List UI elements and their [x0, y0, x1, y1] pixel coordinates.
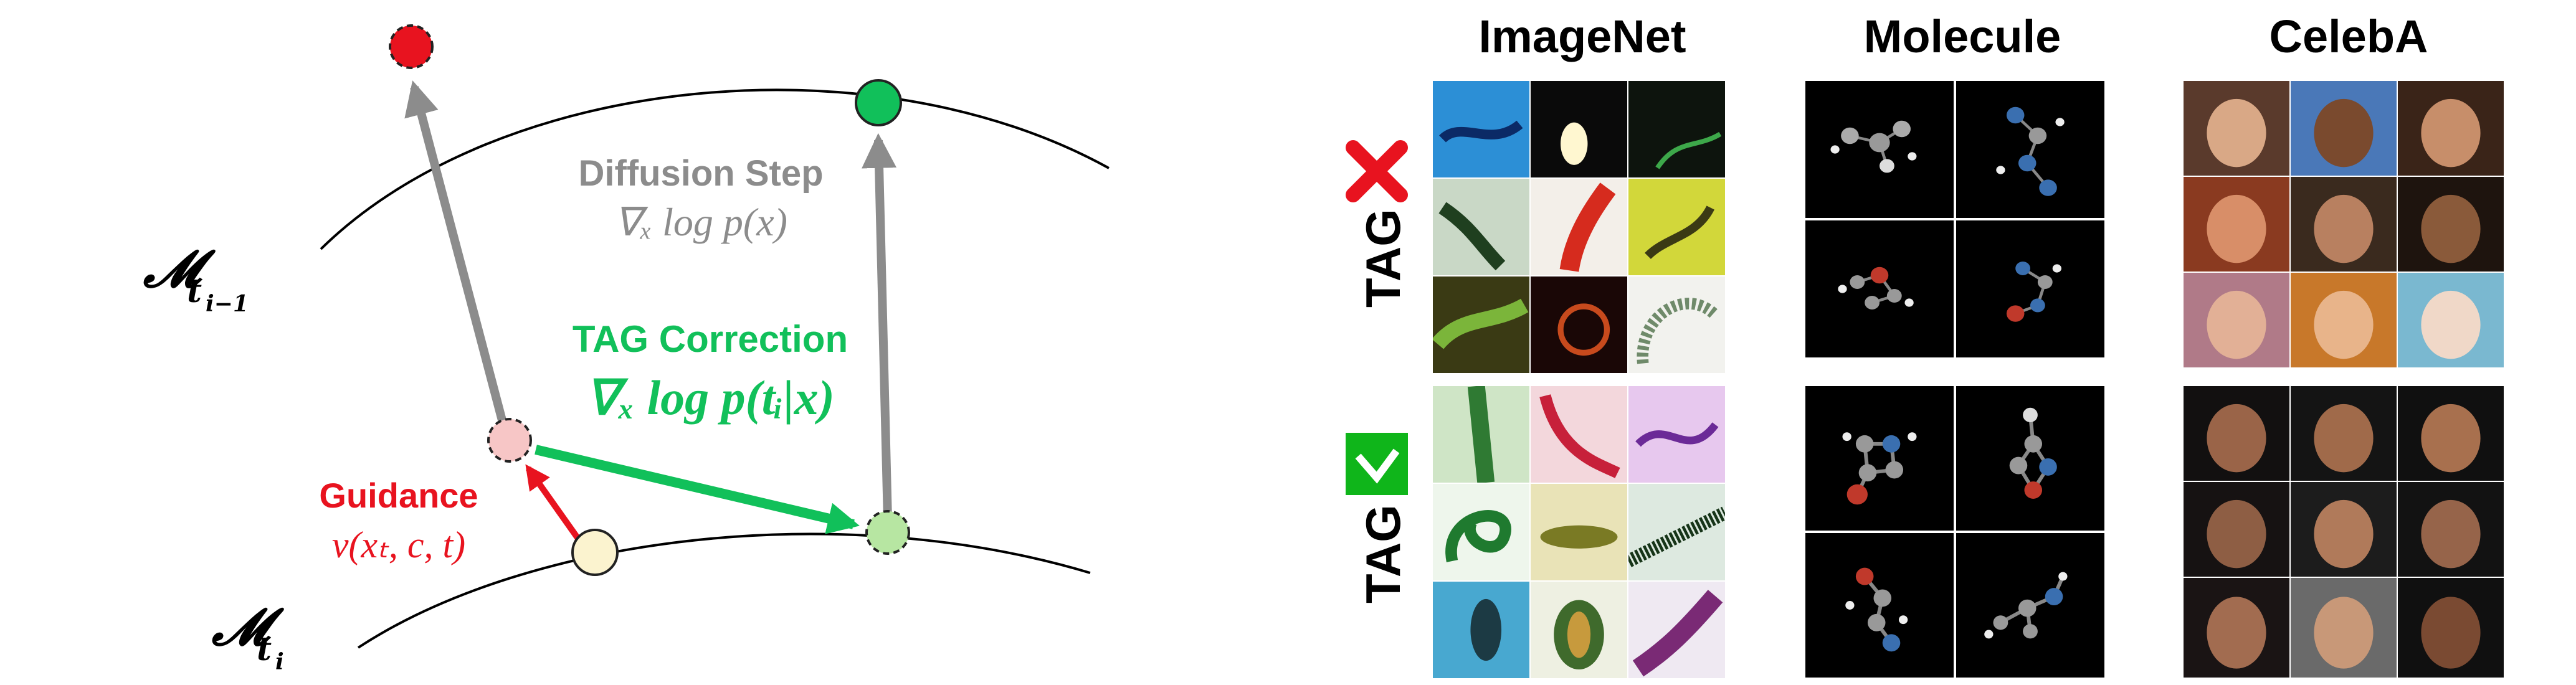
svg-text:i−1: i−1: [206, 291, 249, 317]
celeba-baseline-tile: [2291, 273, 2397, 367]
celeba-tag-tile: [2398, 578, 2504, 678]
celeba-tag-tile: [2291, 482, 2397, 577]
manifold-lower-curve: [357, 532, 1091, 649]
svg-text:𝓜: 𝓜: [211, 597, 285, 657]
tag-correction-formula: ∇ₓ log p(tᵢ|x): [586, 371, 834, 425]
diffusion-step-formula: ∇ₓ log p(x): [614, 200, 787, 244]
column-title-molecule: Molecule: [1863, 11, 2061, 62]
celeba-tag-tile: [2398, 482, 2504, 577]
green-node: [855, 79, 902, 126]
imagenet-baseline-tile: [1628, 81, 1725, 177]
celeba-baseline-tile: [2291, 177, 2397, 272]
yellow-node: [571, 529, 619, 576]
pink-node: [487, 418, 532, 463]
column-title-celeba: CelebA: [2269, 11, 2428, 62]
imagenet-tag-tile: [1433, 386, 1529, 483]
molecule-baseline-tile: [1805, 81, 1954, 218]
diffusion-arrow-right: [862, 133, 897, 521]
molecule-baseline-tile: [1956, 220, 2104, 357]
svg-text:t: t: [257, 630, 272, 668]
imagenet-baseline-tile: [1531, 81, 1627, 177]
imagenet-baseline-tile: [1433, 276, 1529, 373]
celeba-tag-tile: [2291, 386, 2397, 481]
imagenet-baseline-tile: [1628, 276, 1725, 373]
celeba-baseline-tile: [2398, 273, 2504, 367]
celeba-tag-tile: [2184, 386, 2289, 481]
imagenet-baseline-tile: [1433, 179, 1529, 275]
sample-grid-panel: ImageNet Molecule CelebA TAG TAG: [1296, 0, 2576, 685]
row-label-tag: TAG: [1356, 504, 1410, 603]
svg-text:i: i: [275, 649, 284, 675]
imagenet-baseline-tile: [1433, 81, 1529, 177]
check-icon: [1346, 433, 1408, 495]
molecule-baseline-tile: [1956, 81, 2104, 218]
celeba-tag-tile: [2184, 578, 2289, 678]
imagenet-tag-tile: [1628, 582, 1725, 678]
imagenet-tag-tile: [1531, 484, 1627, 580]
molecule-tag-tile: [1956, 533, 2104, 678]
svg-text:t: t: [187, 272, 202, 310]
lightgreen-node: [865, 510, 910, 555]
manifold-lower-label: 𝓜 t i: [211, 597, 285, 675]
imagenet-tag-tile: [1531, 582, 1627, 678]
diffusion-step-title: Diffusion Step: [578, 153, 823, 194]
imagenet-baseline-tile: [1628, 179, 1725, 275]
manifold-diagram: Diffusion Step ∇ₓ log p(x) TAG Correctio…: [143, 24, 1110, 675]
manifold-upper-curve: [320, 88, 1110, 250]
tag-correction-title: TAG Correction: [573, 318, 848, 360]
guidance-title: Guidance: [319, 476, 478, 515]
imagenet-baseline-tile: [1531, 276, 1627, 373]
imagenet-tag-tile: [1531, 386, 1627, 483]
celeba-baseline-tile: [2398, 81, 2504, 176]
imagenet-tag-tile: [1433, 484, 1529, 580]
row-label-baseline: TAG: [1356, 209, 1410, 308]
diffusion-arrow-left: [404, 80, 509, 431]
imagenet-baseline-tile: [1531, 179, 1627, 275]
column-title-imagenet: ImageNet: [1478, 11, 1686, 62]
tag-correction-arrow: [535, 445, 860, 534]
celeba-baseline-tile: [2291, 81, 2397, 176]
molecule-tag-tile: [1805, 386, 1954, 531]
imagenet-tag-tile: [1628, 386, 1725, 483]
red-node: [389, 24, 434, 69]
imagenet-tag-tile: [1433, 582, 1529, 678]
celeba-tag-tile: [2291, 578, 2397, 678]
molecule-tag-tile: [1956, 386, 2104, 531]
celeba-tag-tile: [2398, 386, 2504, 481]
imagenet-tag-tile: [1628, 484, 1725, 580]
celeba-tag-tile: [2184, 482, 2289, 577]
guidance-arrow: [525, 464, 581, 541]
cross-icon: [1346, 140, 1408, 202]
molecule-tag-tile: [1805, 533, 1954, 678]
molecule-baseline-tile: [1805, 220, 1954, 357]
celeba-baseline-tile: [2184, 177, 2289, 272]
celeba-baseline-tile: [2184, 273, 2289, 367]
celeba-baseline-tile: [2184, 81, 2289, 176]
manifold-upper-label: 𝓜 t i−1: [143, 239, 249, 317]
celeba-baseline-tile: [2398, 177, 2504, 272]
guidance-formula: v(xₜ, c, t): [332, 524, 465, 565]
svg-text:𝓜: 𝓜: [143, 239, 216, 299]
